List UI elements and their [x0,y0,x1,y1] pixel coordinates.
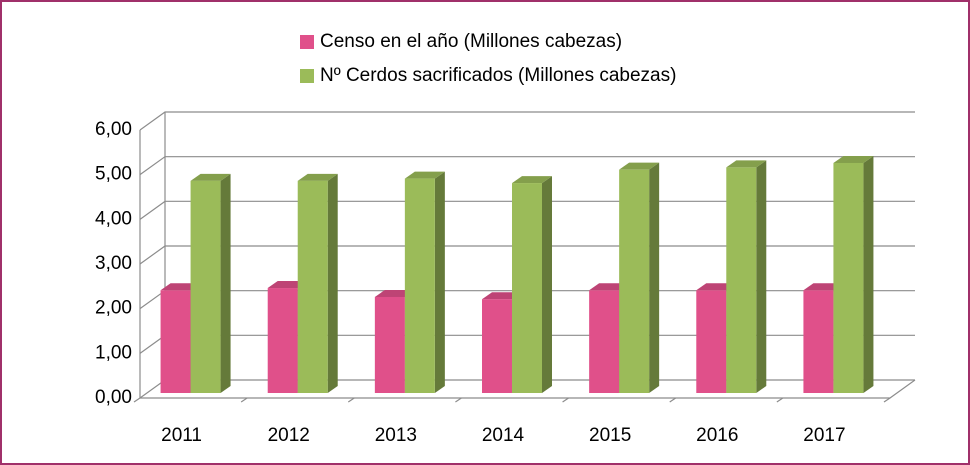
x-tick [347,397,355,403]
bar-top [404,171,445,179]
bar [297,180,328,393]
x-tick-label: 2016 [696,425,738,446]
bar-side [220,173,231,393]
bar-side [863,155,874,393]
bar [619,169,650,393]
bar-top [619,162,660,170]
bar-top [190,173,231,181]
bar [482,299,512,393]
y-tick-label: 2,00 [95,298,132,319]
x-tick-label: 2014 [482,425,525,446]
bar-top [512,176,552,184]
bar [190,180,221,393]
x-tick-label: 2012 [268,425,310,446]
bar-side [756,160,767,393]
bar-side [542,176,552,393]
bar-side [434,171,445,393]
bar-top [726,160,767,168]
bar [374,296,405,393]
bar-top [297,173,338,181]
legend-swatch [300,35,314,49]
legend-label: Nº Cerdos sacrificados (Millones cabezas… [320,65,676,86]
y-tick-label: 4,00 [95,208,132,229]
x-tick-label: 2015 [589,425,631,446]
bar [267,288,298,393]
bar [726,167,757,393]
y-tick-label: 0,00 [95,387,132,408]
bar-side [327,173,338,393]
bar-top [833,155,874,163]
x-tick-label: 2011 [161,425,202,446]
bar-side [649,162,660,393]
y-tick-label: 5,00 [95,164,132,185]
x-tick [883,397,891,403]
bar [512,183,542,393]
x-tick-label: 2013 [375,425,417,446]
x-tick [133,397,141,403]
x-tick [240,397,248,403]
x-tick [455,397,462,403]
bar [833,162,864,393]
legend-label: Censo en el año (Millones cabezas) [320,31,622,52]
x-tick [562,397,569,403]
bar [589,290,620,393]
y-tick-label: 3,00 [95,253,132,274]
bar [160,290,191,393]
bar [404,178,435,393]
x-tick [776,397,784,403]
x-tick [669,397,677,403]
x-tick-label: 2017 [803,425,845,446]
bar [803,290,834,393]
legend-swatch [300,69,314,83]
y-tick-label: 6,00 [95,119,132,140]
bar [696,290,727,393]
y-tick-label: 1,00 [95,342,132,363]
